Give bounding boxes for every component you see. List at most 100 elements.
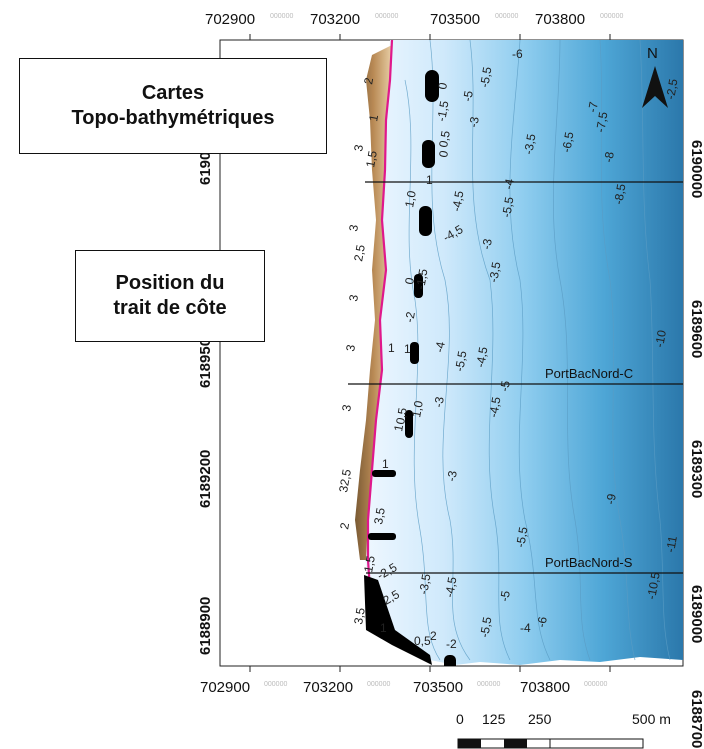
contour-label: 2 (337, 521, 352, 530)
contour-label: -3 (466, 115, 482, 128)
y-tick-label: 6189200 (197, 450, 214, 508)
x-tick-label: 702900 (200, 679, 250, 696)
contour-label: 3 (346, 223, 361, 232)
y-tick-label: 6189000 (688, 585, 704, 643)
contour-label: -2,5 (663, 77, 680, 100)
x-tick-suffix: 000000 (367, 681, 390, 688)
contour-label: -3,5 (416, 572, 433, 595)
contour-label: -6 (512, 47, 523, 61)
contour-label: 1 (391, 423, 406, 432)
contour-label: 3 (351, 143, 366, 152)
contour-label: -4,5 (442, 575, 459, 598)
contour-label: -6,5 (559, 130, 576, 153)
contour-label: -9 (603, 492, 619, 505)
contour-label: 0 (435, 81, 450, 90)
profile-label-c: PortBacNord-C (545, 366, 633, 381)
contour-label: 1,5 (363, 149, 380, 168)
x-tick-label: 703800 (535, 11, 585, 28)
x-ticks (249, 34, 611, 672)
y-axis-left: 61901 6189500 6189200 6188900 (197, 143, 214, 655)
contour-label: -1,5 (413, 267, 430, 290)
contour-label: -11 (663, 535, 680, 554)
profile-lines (348, 181, 683, 574)
contour-label: 1 (388, 341, 395, 355)
contour-label: -4 (520, 621, 531, 635)
scale-label: 500 m (632, 711, 671, 727)
scale-label: 0 (456, 711, 464, 727)
contour-label: 0,5 (393, 406, 410, 425)
contour-label: -3 (479, 237, 495, 250)
x-tick-label: 703200 (310, 11, 360, 28)
contour-label: -7 (585, 100, 601, 113)
contour-label: -4,5 (473, 345, 490, 368)
contour-label: -8 (601, 150, 617, 163)
contour-label: -5,5 (452, 349, 469, 372)
contour-label: -5,5 (499, 195, 516, 218)
contour-label: 0 (436, 149, 451, 158)
breakwaters (364, 70, 456, 666)
y-tick-label: 6188900 (197, 597, 214, 655)
contour-label: 1 (366, 113, 381, 122)
contour-label: -5,5 (513, 525, 530, 548)
contour-label: 2 (361, 76, 376, 85)
contour-label: -6 (534, 615, 550, 628)
x-axis-top: 702900 000000 703200 000000 703500 00000… (205, 11, 623, 28)
scale-bar: 0 125 250 500 m (456, 711, 671, 749)
x-tick-label: 703500 (430, 11, 480, 28)
contour-lines (404, 40, 671, 661)
contour-label: 1 (382, 457, 389, 471)
contour-label: 3 (339, 403, 354, 412)
north-arrow-icon (642, 66, 668, 108)
contour-label: -3 (444, 469, 460, 482)
contour-labels: 2131,532,533332,521,53,53,51110-5-5,5-6-… (336, 47, 680, 651)
contour-label: 2,5 (351, 243, 368, 262)
contour-label: 0 (402, 276, 417, 285)
y-tick-label: 6188700 (688, 690, 704, 748)
contour-label: 3,5 (351, 606, 368, 625)
contour-label: -7,5 (593, 110, 610, 133)
bathymetry-area (365, 40, 683, 665)
contour-label: -8,5 (611, 182, 628, 205)
north-label: N (647, 45, 658, 62)
x-tick-label: 703200 (303, 679, 353, 696)
contour-label: -2 (402, 310, 418, 323)
callout-line: Cartes (141, 82, 205, 104)
contour-label: -5,5 (477, 65, 494, 88)
contour-label: 1 (426, 173, 433, 187)
contour-label: -4,5 (486, 395, 503, 418)
scale-label: 250 (528, 711, 552, 727)
contour-label: 1,5 (361, 554, 378, 573)
contour-label: 2 (430, 629, 437, 643)
contour-label: -5,5 (477, 615, 494, 638)
contour-label: -3,5 (521, 132, 538, 155)
contour-label: -3 (431, 395, 447, 408)
contour-label: -1,5 (434, 99, 451, 122)
contour-label: -4 (501, 177, 517, 190)
callout-position-trait-de-cote: Position du trait de côte (75, 250, 265, 342)
contour-label: 1 (380, 621, 387, 635)
y-axis-right: 6190000 6189600 6189300 6189000 6188700 (688, 140, 704, 748)
contour-label: 3 (346, 293, 361, 302)
y-tick-label: 6189500 (197, 330, 214, 388)
callout-line: Topo-bathymétriques (71, 107, 275, 129)
x-tick-label: 703800 (520, 679, 570, 696)
y-tick-label: 6189300 (688, 440, 704, 498)
callout-line: trait de côte (113, 297, 227, 319)
land-area (355, 45, 392, 560)
x-tick-suffix: 000000 (375, 13, 398, 20)
contour-label: -3,5 (486, 260, 503, 283)
contour-label: 0,5 (436, 129, 453, 148)
y-tick-label: 6190000 (688, 140, 704, 198)
contour-label: 1,0 (402, 189, 419, 208)
x-tick-suffix: 000000 (270, 13, 293, 20)
contour-label: -5 (460, 89, 476, 102)
x-tick-suffix: 000000 (600, 13, 623, 20)
contour-label: -5 (497, 589, 513, 602)
contour-label: 1 (404, 342, 411, 356)
contour-label: 1,0 (409, 399, 426, 418)
contour-label: -2 (446, 637, 457, 651)
x-tick-label: 703500 (413, 679, 463, 696)
contour-label: 0,5 (414, 634, 431, 648)
y-tick-label: 6189600 (688, 300, 704, 358)
x-axis-bottom: 702900 000000 703200 000000 703500 00000… (200, 679, 607, 696)
